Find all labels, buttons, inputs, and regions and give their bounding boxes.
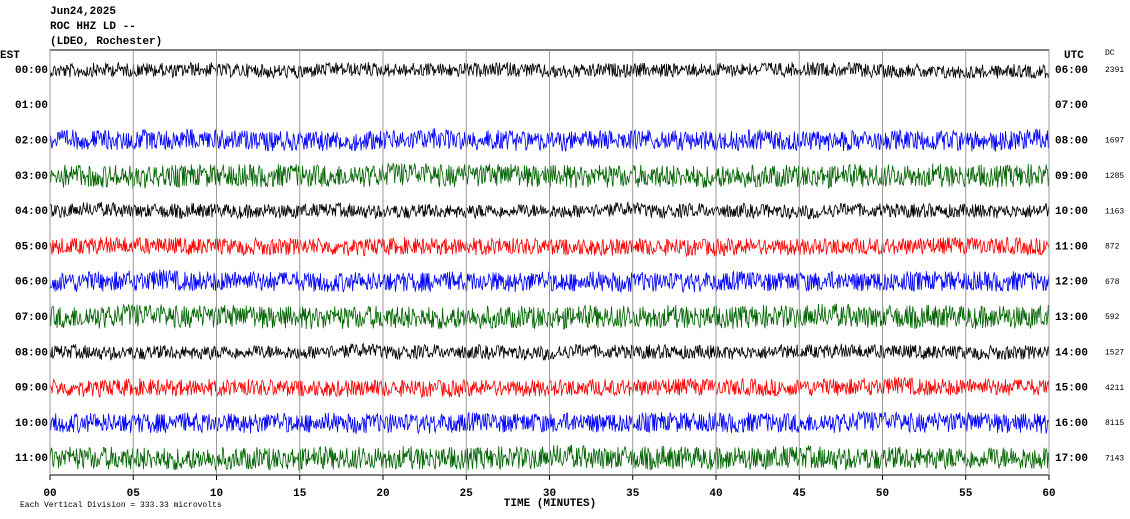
- est-label: 01:00: [15, 100, 48, 112]
- x-tick-label: 60: [1042, 488, 1055, 500]
- x-tick-label: 00: [43, 488, 56, 500]
- est-label: 02:00: [15, 136, 48, 148]
- est-label: 08:00: [15, 347, 48, 359]
- utc-label: 12:00: [1055, 277, 1088, 289]
- dc-value: 592: [1105, 313, 1120, 322]
- utc-label: 07:00: [1055, 100, 1088, 112]
- right-axis-label: UTC: [1064, 50, 1084, 62]
- utc-label: 11:00: [1055, 241, 1088, 253]
- est-label: 03:00: [15, 171, 48, 183]
- est-label: 07:00: [15, 312, 48, 324]
- dc-value: 7143: [1105, 454, 1124, 463]
- utc-label: 06:00: [1055, 65, 1088, 77]
- dc-value: 4211: [1105, 384, 1124, 393]
- x-axis-label: TIME (MINUTES): [504, 498, 596, 510]
- title-line: ROC HHZ LD --: [50, 21, 136, 33]
- est-label: 00:00: [15, 65, 48, 77]
- utc-label: 10:00: [1055, 206, 1088, 218]
- utc-label: 08:00: [1055, 136, 1088, 148]
- x-tick-label: 40: [709, 488, 722, 500]
- dc-label: DC: [1105, 49, 1115, 58]
- est-label: 06:00: [15, 277, 48, 289]
- est-label: 11:00: [15, 453, 48, 465]
- x-tick-label: 55: [959, 488, 973, 500]
- footnote: Each Vertical Division = 333.33 microvol…: [20, 501, 222, 510]
- dc-value: 678: [1105, 278, 1120, 287]
- dc-value: 2391: [1105, 66, 1124, 75]
- est-label: 04:00: [15, 206, 48, 218]
- utc-label: 16:00: [1055, 418, 1088, 430]
- x-tick-label: 30: [543, 488, 556, 500]
- utc-label: 13:00: [1055, 312, 1088, 324]
- x-tick-label: 10: [210, 488, 223, 500]
- x-tick-label: 45: [793, 488, 807, 500]
- est-label: 10:00: [15, 418, 48, 430]
- x-tick-label: 05: [127, 488, 141, 500]
- dc-value: 1285: [1105, 172, 1124, 181]
- utc-label: 15:00: [1055, 383, 1088, 395]
- est-label: 05:00: [15, 241, 48, 253]
- title-line: (LDEO, Rochester): [50, 36, 162, 48]
- dc-value: 8115: [1105, 419, 1124, 428]
- utc-label: 17:00: [1055, 453, 1088, 465]
- dc-value: 1527: [1105, 349, 1124, 358]
- utc-label: 14:00: [1055, 347, 1088, 359]
- title-line: Jun24,2025: [50, 6, 116, 18]
- dc-value: 1163: [1105, 207, 1124, 216]
- x-tick-label: 15: [293, 488, 307, 500]
- dc-value: 1697: [1105, 137, 1124, 146]
- x-tick-label: 25: [460, 488, 474, 500]
- est-label: 09:00: [15, 383, 48, 395]
- x-tick-label: 50: [876, 488, 889, 500]
- x-tick-label: 35: [626, 488, 640, 500]
- utc-label: 09:00: [1055, 171, 1088, 183]
- dc-value: 872: [1105, 243, 1120, 252]
- x-tick-label: 20: [376, 488, 389, 500]
- left-axis-label: EST: [0, 50, 20, 62]
